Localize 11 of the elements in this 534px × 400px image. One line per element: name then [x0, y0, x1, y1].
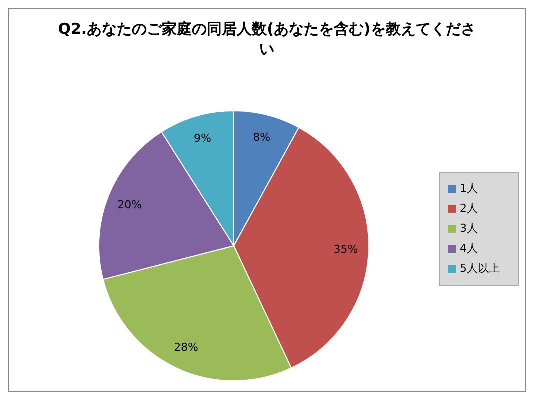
data-label: 28% [174, 340, 199, 354]
legend-label: 2人 [460, 202, 478, 215]
legend-label: 1人 [460, 182, 478, 195]
data-label: 35% [334, 243, 358, 256]
legend-label: 4人 [460, 242, 478, 255]
chart-title: Q2.あなたのご家庭の同居人数(あなたを含む)を教えてください [57, 19, 477, 60]
legend-label: 3人 [460, 222, 478, 235]
data-label: 9% [194, 132, 212, 145]
data-label: 20% [118, 198, 142, 212]
legend-label: 5人以上 [460, 262, 500, 275]
data-label: 8% [253, 130, 271, 144]
